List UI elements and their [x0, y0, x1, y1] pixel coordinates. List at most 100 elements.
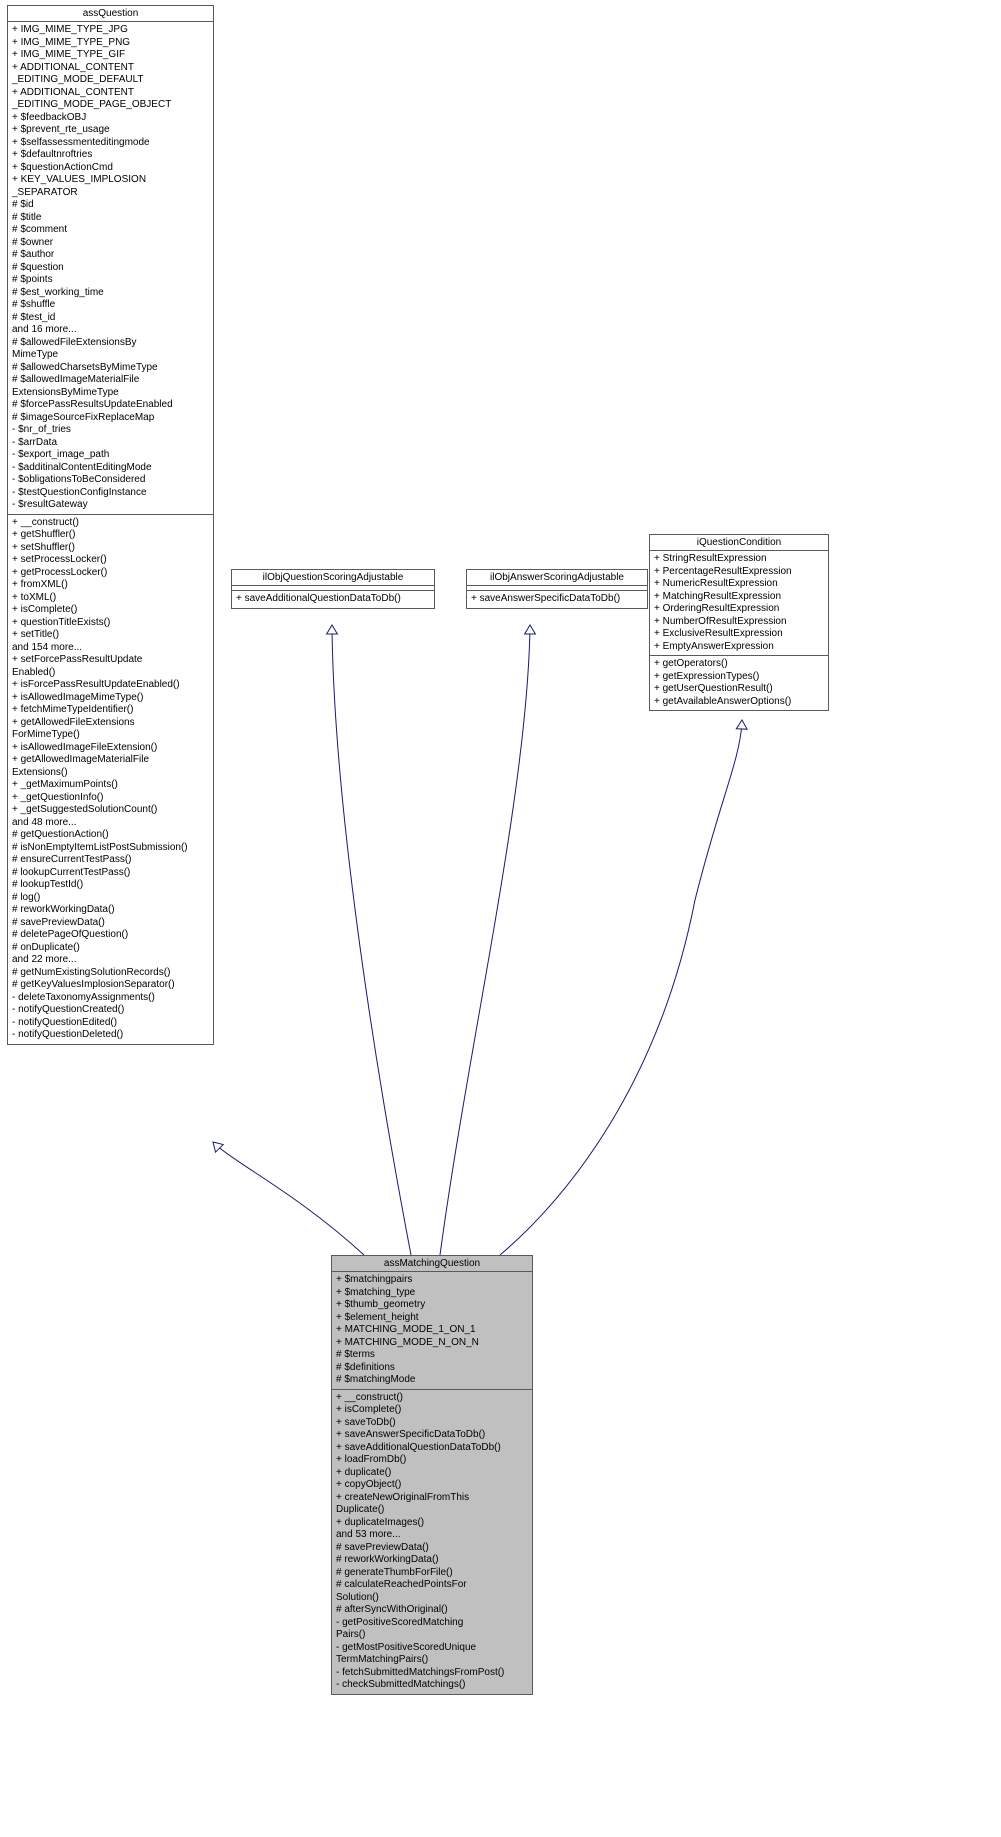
method: + getShuffler(): [12, 529, 209, 542]
method: - deleteTaxonomyAssignments(): [12, 992, 209, 1005]
method: # isNonEmptyItemListPostSubmission(): [12, 842, 209, 855]
attribute: _EDITING_MODE_PAGE_OBJECT: [12, 99, 209, 112]
attribute: + OrderingResultExpression: [654, 603, 824, 616]
method: and 48 more...: [12, 817, 209, 830]
inheritance-edge: [500, 722, 742, 1255]
attribute: - $additinalContentEditingMode: [12, 462, 209, 475]
method: + fromXML(): [12, 579, 209, 592]
attribute: + $selfassessmenteditingmode: [12, 137, 209, 150]
attribute: + $feedbackOBJ: [12, 112, 209, 125]
attribute: # $question: [12, 262, 209, 275]
attribute: # $matchingMode: [336, 1374, 528, 1387]
attribute: and 16 more...: [12, 324, 209, 337]
method: # getKeyValuesImplosionSeparator(): [12, 979, 209, 992]
method: # lookupCurrentTestPass(): [12, 867, 209, 880]
class-title: ilObjAnswerScoringAdjustable: [467, 570, 647, 586]
attribute: + $element_height: [336, 1312, 528, 1325]
attribute: - $testQuestionConfigInstance: [12, 487, 209, 500]
method: + getExpressionTypes(): [654, 671, 824, 684]
method: and 53 more...: [336, 1529, 528, 1542]
method: # getQuestionAction(): [12, 829, 209, 842]
uml-class-iQuestionCondition: iQuestionCondition+ StringResultExpressi…: [649, 534, 829, 711]
method: + setProcessLocker(): [12, 554, 209, 567]
method: + createNewOriginalFromThis: [336, 1492, 528, 1505]
method: and 154 more...: [12, 642, 209, 655]
attribute: # $allowedCharsetsByMimeType: [12, 362, 209, 375]
method: # onDuplicate(): [12, 942, 209, 955]
method: + __construct(): [336, 1392, 528, 1405]
methods-section: + getOperators()+ getExpressionTypes()+ …: [650, 656, 828, 710]
attribute: # $est_working_time: [12, 287, 209, 300]
attribute: # $test_id: [12, 312, 209, 325]
attribute: + MATCHING_MODE_N_ON_N: [336, 1337, 528, 1350]
methods-section: + saveAdditionalQuestionDataToDb(): [232, 591, 434, 608]
method: + toXML(): [12, 592, 209, 605]
method: + saveAdditionalQuestionDataToDb(): [236, 593, 430, 606]
uml-class-ilObjQuestionScoringAdjustable: ilObjQuestionScoringAdjustable+ saveAddi…: [231, 569, 435, 609]
attribute: + PercentageResultExpression: [654, 566, 824, 579]
method: # generateThumbForFile(): [336, 1567, 528, 1580]
method: + duplicate(): [336, 1467, 528, 1480]
method: + duplicateImages(): [336, 1517, 528, 1530]
method: ForMimeType(): [12, 729, 209, 742]
attributes-section: + $matchingpairs+ $matching_type+ $thumb…: [332, 1272, 532, 1390]
attribute: + StringResultExpression: [654, 553, 824, 566]
method: + __construct(): [12, 517, 209, 530]
method: TermMatchingPairs(): [336, 1654, 528, 1667]
attribute: + ExclusiveResultExpression: [654, 628, 824, 641]
method: # ensureCurrentTestPass(): [12, 854, 209, 867]
method: + loadFromDb(): [336, 1454, 528, 1467]
uml-class-assQuestion: assQuestion+ IMG_MIME_TYPE_JPG+ IMG_MIME…: [7, 5, 214, 1045]
method: + setForcePassResultUpdate: [12, 654, 209, 667]
method: + saveAdditionalQuestionDataToDb(): [336, 1442, 528, 1455]
attribute: + IMG_MIME_TYPE_PNG: [12, 37, 209, 50]
attribute: + $matching_type: [336, 1287, 528, 1300]
attribute: + NumberOfResultExpression: [654, 616, 824, 629]
method: + isAllowedImageFileExtension(): [12, 742, 209, 755]
method: + setTitle(): [12, 629, 209, 642]
method: - notifyQuestionDeleted(): [12, 1029, 209, 1042]
attribute: + $thumb_geometry: [336, 1299, 528, 1312]
method: - notifyQuestionCreated(): [12, 1004, 209, 1017]
attribute: # $allowedImageMaterialFile: [12, 374, 209, 387]
method: + _getSuggestedSolutionCount(): [12, 804, 209, 817]
method: + getAllowedFileExtensions: [12, 717, 209, 730]
class-title: assQuestion: [8, 6, 213, 22]
method: - fetchSubmittedMatchingsFromPost(): [336, 1667, 528, 1680]
method: + isForcePassResultUpdateEnabled(): [12, 679, 209, 692]
method: + fetchMimeTypeIdentifier(): [12, 704, 209, 717]
attribute: # $shuffle: [12, 299, 209, 312]
methods-section: + __construct()+ isComplete()+ saveToDb(…: [332, 1390, 532, 1694]
method: + isComplete(): [336, 1404, 528, 1417]
attribute: + IMG_MIME_TYPE_JPG: [12, 24, 209, 37]
attribute: + $questionActionCmd: [12, 162, 209, 175]
attribute: # $id: [12, 199, 209, 212]
method: + _getMaximumPoints(): [12, 779, 209, 792]
method: Solution(): [336, 1592, 528, 1605]
attribute: # $imageSourceFixReplaceMap: [12, 412, 209, 425]
method: # reworkWorkingData(): [336, 1554, 528, 1567]
method: + getUserQuestionResult(): [654, 683, 824, 696]
uml-class-ilObjAnswerScoringAdjustable: ilObjAnswerScoringAdjustable+ saveAnswer…: [466, 569, 648, 609]
attribute: + $prevent_rte_usage: [12, 124, 209, 137]
attribute: + $defaultnroftries: [12, 149, 209, 162]
method: + isComplete(): [12, 604, 209, 617]
method: - getMostPositiveScoredUnique: [336, 1642, 528, 1655]
attribute: # $forcePassResultsUpdateEnabled: [12, 399, 209, 412]
attributes-section: + StringResultExpression+ PercentageResu…: [650, 551, 828, 656]
attributes-section: + IMG_MIME_TYPE_JPG+ IMG_MIME_TYPE_PNG+ …: [8, 22, 213, 515]
attribute: _SEPARATOR: [12, 187, 209, 200]
inheritance-edge: [440, 628, 530, 1255]
method: - getPositiveScoredMatching: [336, 1617, 528, 1630]
inheritance-edge: [216, 1145, 364, 1255]
method: + saveToDb(): [336, 1417, 528, 1430]
attribute: + IMG_MIME_TYPE_GIF: [12, 49, 209, 62]
method: # reworkWorkingData(): [12, 904, 209, 917]
attribute: + ADDITIONAL_CONTENT: [12, 87, 209, 100]
method: - checkSubmittedMatchings(): [336, 1679, 528, 1692]
method: # savePreviewData(): [12, 917, 209, 930]
attribute: - $arrData: [12, 437, 209, 450]
method: + copyObject(): [336, 1479, 528, 1492]
attribute: # $owner: [12, 237, 209, 250]
method: + getAllowedImageMaterialFile: [12, 754, 209, 767]
